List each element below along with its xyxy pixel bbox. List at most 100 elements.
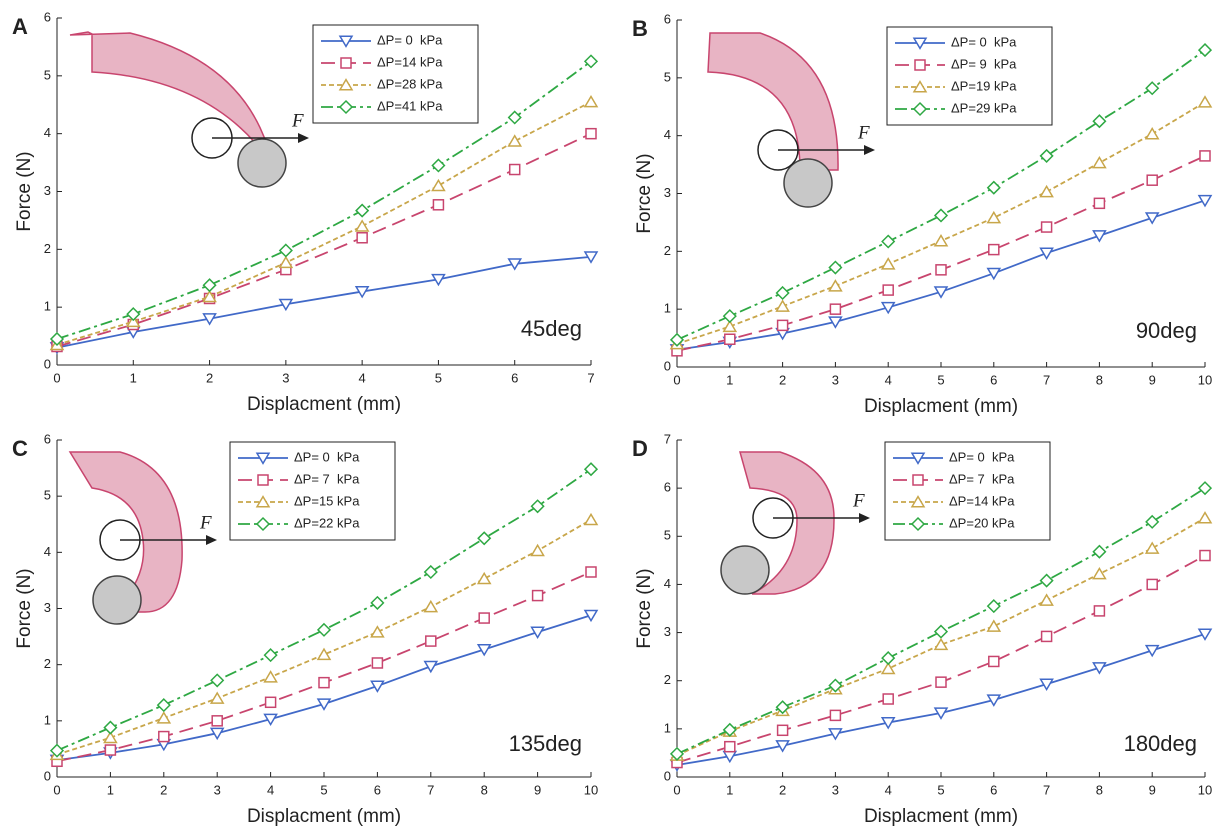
y-tick-label: 0 [44,356,51,371]
marker [263,713,278,727]
x-axis-label: Displacment (mm) [247,806,401,827]
marker [828,316,843,329]
legend-marker [338,78,354,91]
marker [431,273,446,287]
legend-label: ΔP=28 kPa [377,76,443,91]
marker [933,286,949,299]
marker [1093,605,1106,617]
y-tick-label: 6 [664,11,671,26]
x-tick-label: 8 [481,782,488,797]
y-axis-label: Force (N) [634,153,655,233]
panel-label: D [632,436,648,461]
legend-marker [910,516,926,532]
legend-marker [255,452,271,465]
x-axis-label: Displacment (mm) [864,396,1018,417]
marker [935,676,947,688]
marker [1039,184,1054,198]
x-tick-label: 5 [937,372,944,387]
marker [724,333,736,345]
x-tick-label: 7 [427,782,434,797]
y-tick-label: 2 [664,243,671,258]
marker [370,625,385,638]
marker [125,314,141,328]
y-tick-label: 0 [44,768,51,783]
x-tick-label: 6 [511,370,518,385]
x-tick-label: 6 [374,782,381,797]
gripper-cup [783,158,833,208]
gripper-cup [92,575,142,625]
legend-marker [912,474,924,486]
marker [933,637,949,651]
x-tick-label: 0 [53,782,60,797]
y-axis-label: Force (N) [634,568,655,648]
x-tick-label: 1 [726,782,733,797]
marker [583,462,599,477]
series-line [56,518,592,756]
marker [202,313,217,326]
marker [431,178,446,192]
marker [1197,511,1213,524]
series-line [676,49,1206,341]
marker [669,746,685,761]
x-tick-label: 7 [1043,372,1050,387]
marker [202,278,217,293]
marker [210,673,225,688]
marker [1039,148,1054,163]
series-line [676,155,1206,352]
arrow-head [859,513,870,523]
angle-annotation: 180deg [1124,731,1197,756]
x-tick-label: 1 [107,782,114,797]
x-tick-label: 2 [779,372,786,387]
x-tick-label: 4 [359,370,366,385]
marker [278,255,294,269]
y-tick-label: 2 [44,656,51,671]
force-label: F [291,110,304,131]
marker [354,219,370,232]
marker [1039,678,1054,691]
series-line [56,255,592,349]
marker [1040,630,1053,643]
y-tick-label: 3 [664,624,671,639]
marker [530,543,545,557]
x-tick-label: 3 [214,782,221,797]
marker [1093,197,1106,210]
marker [1145,81,1160,96]
marker [1197,628,1213,641]
x-tick-label: 3 [832,782,839,797]
x-tick-label: 9 [1149,782,1156,797]
legend-marker [914,59,926,71]
marker [356,232,368,244]
legend-label: ΔP=20 kPa [949,515,1015,530]
marker [278,298,294,312]
marker [423,599,439,613]
y-tick-label: 5 [664,528,671,543]
marker [829,709,842,722]
marker [158,730,170,743]
y-tick-label: 2 [44,241,51,256]
y-tick-label: 3 [664,185,671,200]
marker [880,717,896,730]
angle-annotation: 135deg [509,731,582,756]
force-label: F [199,512,212,533]
marker [355,203,370,218]
legend-label: ΔP=15 kPa [294,493,360,508]
marker [1197,194,1213,208]
marker [585,566,597,578]
marker [583,251,599,264]
marker [583,94,599,108]
marker [828,678,843,693]
marker [986,599,1001,614]
marker [431,158,446,173]
marker [722,722,737,737]
marker [1092,662,1107,675]
legend-marker [340,57,352,69]
x-tick-label: 5 [435,370,442,385]
marker [669,332,685,347]
legend-marker [912,101,928,117]
marker [828,728,843,741]
marker [1146,174,1158,186]
y-tick-label: 3 [44,600,51,615]
marker [103,720,118,735]
marker [986,210,1002,224]
marker [585,127,597,140]
